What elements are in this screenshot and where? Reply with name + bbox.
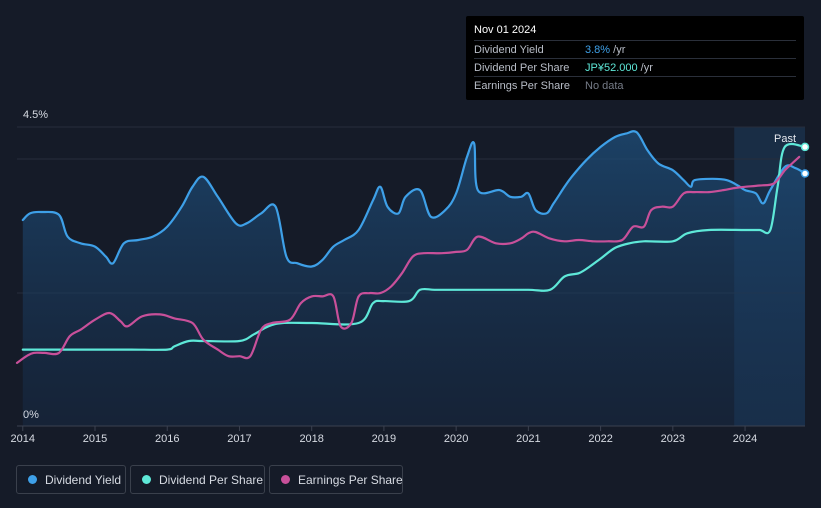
x-tick-label: 2018 bbox=[299, 433, 323, 445]
dividend-yield-end-marker bbox=[800, 169, 810, 178]
legend-label: Dividend Per Share bbox=[159, 473, 264, 487]
legend-dot-icon bbox=[281, 475, 290, 484]
tooltip-value-eps: No data bbox=[585, 80, 624, 92]
x-tick-label: 2022 bbox=[588, 433, 612, 445]
y-tick-label-bottom: 0% bbox=[23, 409, 39, 421]
legend-item-earnings-per-share[interactable]: Earnings Per Share bbox=[269, 465, 403, 494]
tooltip-panel: Nov 01 2024 Dividend Yield 3.8% /yr Divi… bbox=[466, 16, 804, 100]
x-tick-label: 2023 bbox=[661, 433, 685, 445]
dividend-yield-line bbox=[21, 130, 807, 268]
tooltip-date: Nov 01 2024 bbox=[474, 24, 537, 36]
past-label: Past bbox=[774, 133, 796, 145]
tooltip-unit: /yr bbox=[610, 44, 626, 56]
dividend-per-share-end-marker bbox=[800, 142, 810, 152]
x-tick-label: 2021 bbox=[516, 433, 540, 445]
tooltip-label: Earnings Per Share bbox=[474, 80, 570, 92]
legend-label: Earnings Per Share bbox=[298, 473, 403, 487]
dividend-yield-area bbox=[22, 131, 806, 426]
x-tick-label: 2014 bbox=[11, 433, 35, 445]
tooltip-label: Dividend Yield bbox=[474, 44, 544, 56]
x-tick-label: 2024 bbox=[733, 433, 757, 445]
legend-item-dividend-yield[interactable]: Dividend Yield bbox=[16, 465, 126, 494]
x-tick-label: 2019 bbox=[372, 433, 396, 445]
legend-label: Dividend Yield bbox=[45, 473, 122, 487]
legend-item-dividend-per-share[interactable]: Dividend Per Share bbox=[130, 465, 265, 494]
tooltip-row-dividend-per-share: Dividend Per Share JP¥52.000 /yr bbox=[474, 58, 796, 77]
tooltip-row-dividend-yield: Dividend Yield 3.8% /yr bbox=[474, 40, 796, 59]
earnings-per-share-line bbox=[15, 155, 801, 364]
x-tick-label: 2016 bbox=[155, 433, 179, 445]
x-tick-label: 2015 bbox=[83, 433, 107, 445]
tooltip-value-yield: 3.8% bbox=[585, 44, 611, 56]
tooltip-value-dps: JP¥52.000 bbox=[585, 62, 638, 74]
tooltip-unit: /yr bbox=[637, 62, 653, 74]
tooltip-row-earnings-per-share: Earnings Per Share No data bbox=[474, 76, 796, 95]
legend-dot-icon bbox=[28, 475, 37, 484]
x-tick-label: 2020 bbox=[444, 433, 468, 445]
dividend-per-share-line bbox=[21, 142, 807, 351]
x-tick-label: 2017 bbox=[227, 433, 251, 445]
y-tick-label-top: 4.5% bbox=[23, 109, 48, 121]
tooltip-label: Dividend Per Share bbox=[474, 62, 570, 74]
legend-dot-icon bbox=[142, 475, 151, 484]
chart-canvas: 2014 2015 2016 2017 2018 2019 2020 2021 2022 2023… bbox=[11, 109, 810, 445]
